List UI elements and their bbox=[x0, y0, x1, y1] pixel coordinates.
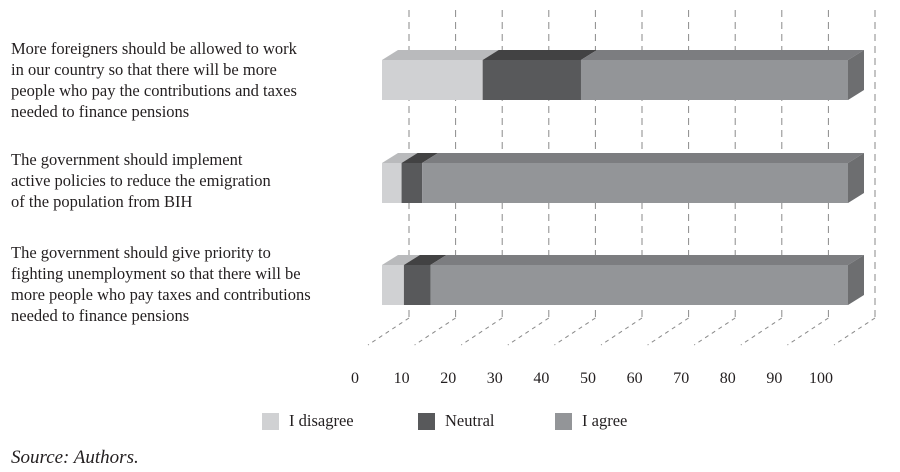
legend-swatch-agree bbox=[555, 412, 572, 430]
floor-gridline-50 bbox=[600, 317, 643, 346]
bar-side-2 bbox=[848, 153, 864, 203]
bar-top-1-2 bbox=[482, 50, 597, 60]
x-tick-label-70: 70 bbox=[673, 370, 689, 387]
bar-side-1 bbox=[848, 50, 864, 100]
floor-gridline-80 bbox=[740, 317, 783, 346]
source-note: Source: Authors. bbox=[11, 447, 139, 468]
floor-gridline-90 bbox=[787, 317, 829, 346]
bar-segment-2-2 bbox=[401, 163, 423, 203]
bar-segment-1-1 bbox=[382, 60, 483, 100]
bar-segment-3-1 bbox=[382, 265, 404, 305]
legend-item-agree: I agree bbox=[555, 411, 627, 431]
bar-segment-3-3 bbox=[430, 265, 848, 305]
bar-top-2-1 bbox=[382, 153, 418, 163]
bar-top-1-3 bbox=[580, 50, 864, 60]
bar-segment-1-3 bbox=[580, 60, 848, 100]
stacked-bar-chart: 0 10 20 30 40 50 60 70 80 90 100 bbox=[351, 10, 876, 387]
bar-top-3-1 bbox=[382, 255, 420, 265]
x-tick-label-50: 50 bbox=[580, 370, 596, 387]
bar-top-3-3 bbox=[430, 255, 864, 265]
bar-top-2-2 bbox=[401, 153, 439, 163]
x-tick-label-90: 90 bbox=[766, 370, 782, 387]
x-tick-label-60: 60 bbox=[627, 370, 643, 387]
x-tick-label-80: 80 bbox=[720, 370, 736, 387]
bar-side-3 bbox=[848, 255, 864, 305]
floor-gridline-60 bbox=[647, 317, 689, 346]
floor-gridline-10 bbox=[414, 317, 456, 346]
category-label-3: The government should give priority to f… bbox=[11, 243, 311, 325]
bar-segment-1-2 bbox=[482, 60, 581, 100]
floor-gridline-0 bbox=[367, 317, 410, 346]
legend-label-disagree: I disagree bbox=[289, 411, 354, 430]
x-tick-label-10: 10 bbox=[394, 370, 410, 387]
legend-label-agree: I agree bbox=[582, 411, 628, 430]
x-tick-label-100: 100 bbox=[809, 370, 833, 387]
bar-top-1-1 bbox=[382, 50, 499, 60]
x-tick-label-40: 40 bbox=[533, 370, 549, 387]
floor-gridline-100 bbox=[833, 317, 876, 346]
bars bbox=[382, 50, 864, 305]
floor-gridline-30 bbox=[507, 317, 550, 346]
floor-gridline-40 bbox=[554, 317, 596, 346]
legend-label-neutral: Neutral bbox=[445, 411, 495, 430]
bar-segment-2-3 bbox=[422, 163, 848, 203]
category-label-2: The government should implement active p… bbox=[11, 150, 271, 211]
bar-segment-3-2 bbox=[403, 265, 431, 305]
x-axis-ticks: 0 10 20 30 40 50 60 70 80 90 100 bbox=[351, 370, 833, 387]
legend-swatch-neutral bbox=[418, 412, 435, 430]
bar-segment-2-1 bbox=[382, 163, 402, 203]
floor-gridline-70 bbox=[693, 317, 736, 346]
legend-item-neutral: Neutral bbox=[418, 411, 494, 431]
legend-swatch-disagree bbox=[262, 412, 279, 430]
bar-top-3-2 bbox=[403, 255, 447, 265]
x-tick-label-20: 20 bbox=[440, 370, 456, 387]
floor-gridline-20 bbox=[460, 317, 503, 346]
x-tick-label-0: 0 bbox=[351, 370, 359, 387]
x-tick-label-30: 30 bbox=[487, 370, 503, 387]
category-label-1: More foreigners should be allowed to wor… bbox=[11, 39, 297, 121]
bar-top-2-3 bbox=[422, 153, 864, 163]
legend-item-disagree: I disagree bbox=[262, 411, 354, 431]
